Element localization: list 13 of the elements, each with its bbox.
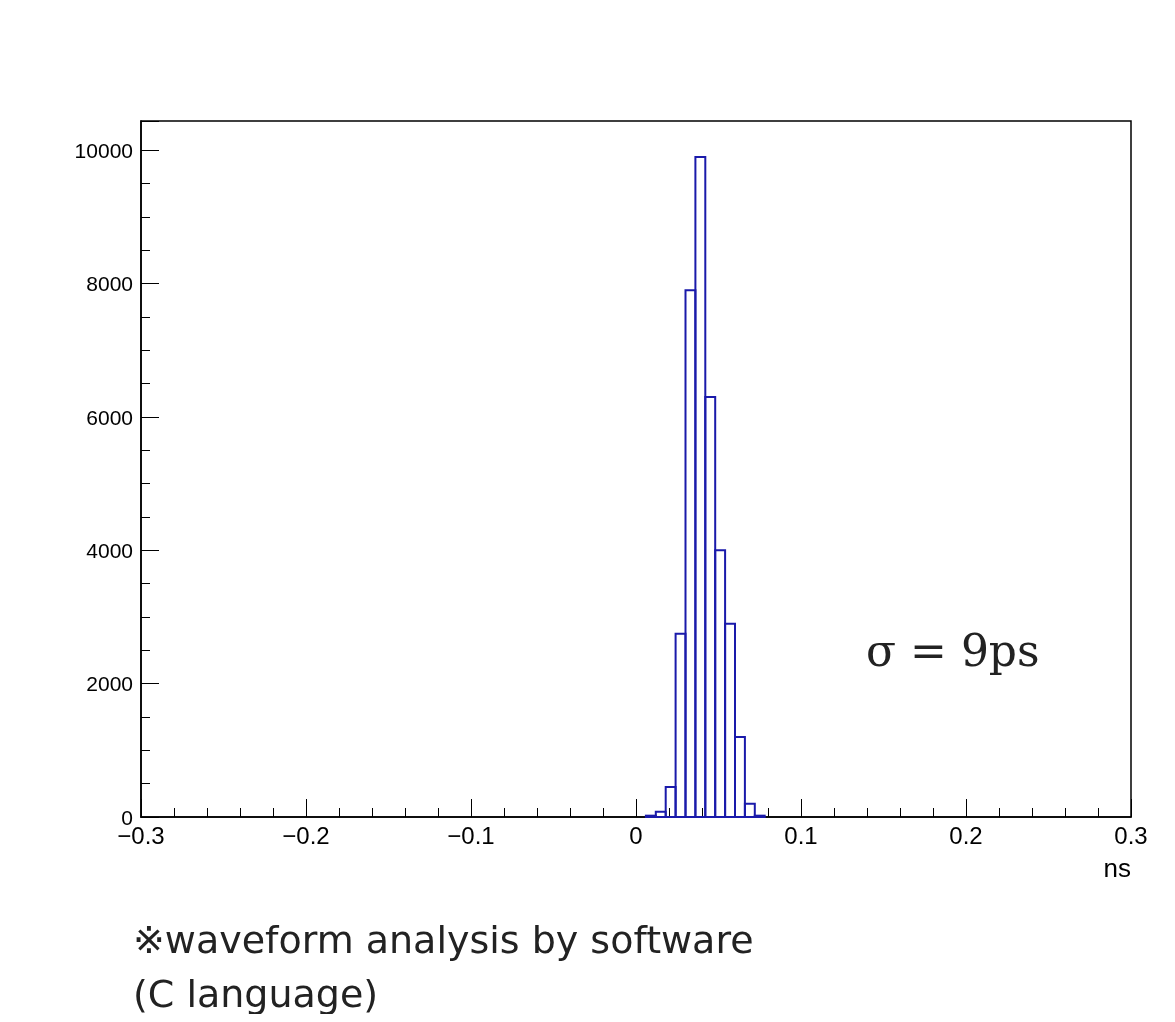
x-tick-label: 0.3 (1114, 821, 1148, 849)
x-tick-label: −0.1 (447, 821, 495, 849)
x-tick-label: −0.2 (282, 821, 330, 849)
x-axis-title: ns (1103, 853, 1131, 883)
y-tick-label: 8000 (86, 272, 133, 296)
x-tick-label: 0.2 (949, 821, 983, 849)
y-tick-label: 2000 (86, 672, 133, 696)
x-tick-label: 0 (629, 821, 643, 849)
annotation: σ = 9ps (866, 624, 1040, 676)
y-tick-label: 10000 (74, 138, 133, 162)
y-tick-label: 4000 (86, 538, 133, 562)
y-tick-label: 6000 (86, 405, 133, 429)
x-tick-label: 0.1 (784, 821, 818, 849)
